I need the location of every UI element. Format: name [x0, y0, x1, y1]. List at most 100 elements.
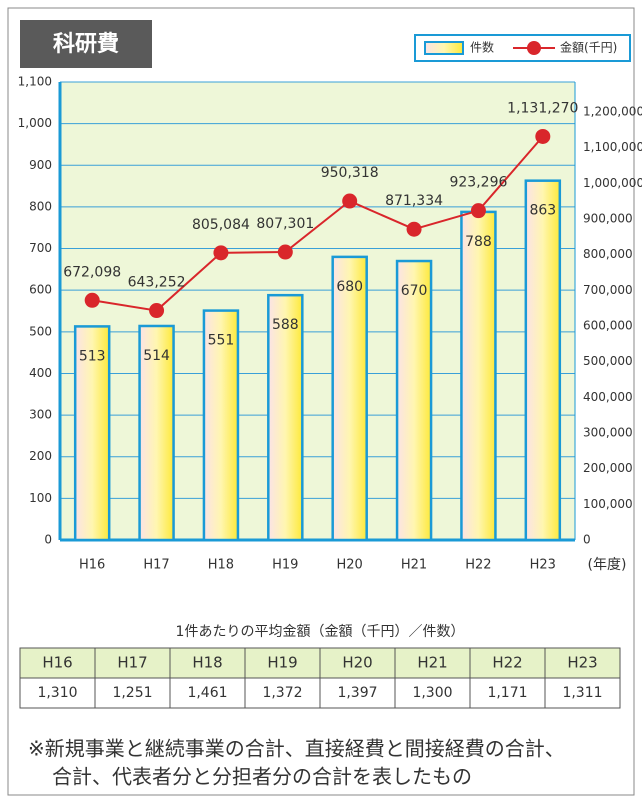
x-tick-label: H18 — [208, 558, 234, 573]
yticks-label: 0 — [44, 533, 52, 547]
y2ticks-label: 500,000 — [583, 354, 633, 368]
x-tick-label: H17 — [143, 558, 169, 573]
table-cell-text: 1,372 — [262, 685, 302, 701]
legend-label: 金額(千円) — [560, 40, 617, 55]
table-cell-text: 1,310 — [37, 685, 77, 701]
x-tick-label: H21 — [401, 558, 427, 573]
line-marker — [149, 303, 165, 319]
x-tick-label: H19 — [272, 558, 298, 573]
bar — [395, 259, 433, 542]
bar-value-label: 514 — [143, 348, 170, 364]
line-value-label: 1,131,270 — [507, 100, 578, 116]
chart-title: 科研費 — [53, 32, 119, 57]
x-tick-label: H16 — [79, 558, 105, 573]
table-cell-text: 1,171 — [487, 685, 527, 701]
y2ticks-label: 700,000 — [583, 283, 633, 297]
line — [92, 135, 544, 312]
note-line: 合計、代表者分と分担者分の合計を表したもの — [52, 765, 472, 789]
table-header-text: H19 — [267, 654, 297, 672]
yticks-label: 500 — [29, 324, 52, 338]
bar-value-label: 551 — [208, 333, 235, 349]
line-marker — [535, 128, 551, 144]
yticks-label: 600 — [29, 283, 52, 297]
table-cell-text: 1,300 — [412, 685, 452, 701]
table-header-text: H23 — [567, 654, 597, 672]
x-tick-label: H22 — [465, 558, 491, 573]
line-value-label: 805,084 — [192, 217, 250, 233]
y2ticks-label: 600,000 — [583, 318, 633, 332]
table-caption: 1件あたりの平均金額（金額（千円）／件数） — [176, 624, 465, 640]
note-line: ※新規事業と継続事業の合計、直接経費と間接経費の合計、 — [28, 737, 565, 761]
line-value-label: 807,301 — [256, 216, 314, 232]
line-value-label: 643,252 — [128, 275, 186, 291]
table-cell — [319, 677, 396, 709]
bar-value-label: 588 — [272, 317, 299, 333]
bar — [524, 179, 562, 542]
bar-value-label: 680 — [336, 279, 363, 295]
bar — [460, 210, 497, 542]
table-cell-text: 1,251 — [112, 685, 152, 701]
line-value-label: 950,318 — [321, 165, 379, 181]
table-header-text: H21 — [417, 654, 447, 672]
table-cell — [94, 677, 171, 709]
bar — [138, 324, 175, 542]
y2ticks-label: 1,000,000 — [583, 176, 642, 190]
table-cell-text: 1,397 — [337, 685, 377, 701]
bar — [331, 255, 368, 542]
table-cell — [244, 677, 321, 709]
yticks-label: 900 — [29, 158, 52, 172]
table-header-text: H18 — [192, 654, 222, 672]
title-box — [20, 20, 152, 68]
legend-marker — [527, 41, 541, 55]
line-value-label: 871,334 — [385, 193, 443, 209]
line-marker — [213, 245, 229, 261]
bar-value-label: 670 — [401, 283, 428, 299]
y2ticks-label: 1,200,000 — [583, 104, 642, 118]
table-header-text: H16 — [42, 654, 72, 672]
table-cell-text: 1,461 — [187, 685, 227, 701]
bar-value-label: 863 — [529, 203, 556, 219]
bar — [267, 293, 304, 542]
table-header-text: H22 — [492, 654, 522, 672]
table-header-cell — [244, 647, 321, 679]
line-marker — [342, 193, 358, 209]
y2ticks-label: 800,000 — [583, 247, 633, 261]
bar-value-label: 513 — [79, 348, 106, 364]
table-cell-text: 1,311 — [562, 685, 602, 701]
y2ticks-label: 0 — [583, 533, 591, 547]
yticks-label: 400 — [29, 366, 52, 380]
line-marker — [406, 221, 422, 237]
bar — [73, 325, 111, 542]
bar-value-label: 788 — [465, 234, 492, 250]
table-header-cell — [169, 647, 246, 679]
y2ticks-label: 1,100,000 — [583, 140, 642, 154]
yticks-label: 1,000 — [18, 116, 52, 130]
yticks-label: 200 — [29, 449, 52, 463]
yticks-label: 700 — [29, 241, 52, 255]
line-marker — [277, 244, 293, 260]
y2ticks-label: 100,000 — [583, 497, 633, 511]
y2ticks-label: 900,000 — [583, 211, 633, 225]
y2ticks-label: 200,000 — [583, 461, 633, 475]
legend-label: 件数 — [470, 40, 494, 55]
line-value-label: 923,296 — [449, 175, 507, 191]
legend-swatch — [424, 41, 464, 55]
plot-bg — [60, 82, 575, 540]
y2ticks-label: 300,000 — [583, 425, 633, 439]
yticks-label: 1,100 — [18, 75, 52, 89]
yticks-label: 100 — [29, 491, 52, 505]
x-axis-label: (年度) — [588, 557, 627, 573]
table-cell — [19, 677, 96, 709]
line-marker — [470, 203, 486, 219]
bar — [202, 309, 240, 542]
yticks-label: 300 — [29, 408, 52, 422]
yticks-label: 800 — [29, 199, 52, 213]
x-tick-label: H20 — [337, 558, 363, 573]
line-value-label: 672,098 — [63, 264, 121, 280]
y2ticks-label: 400,000 — [583, 390, 633, 404]
table-cell — [469, 677, 546, 709]
line-marker — [84, 292, 100, 308]
table-cell — [394, 677, 471, 709]
table-header-text: H20 — [342, 654, 372, 672]
